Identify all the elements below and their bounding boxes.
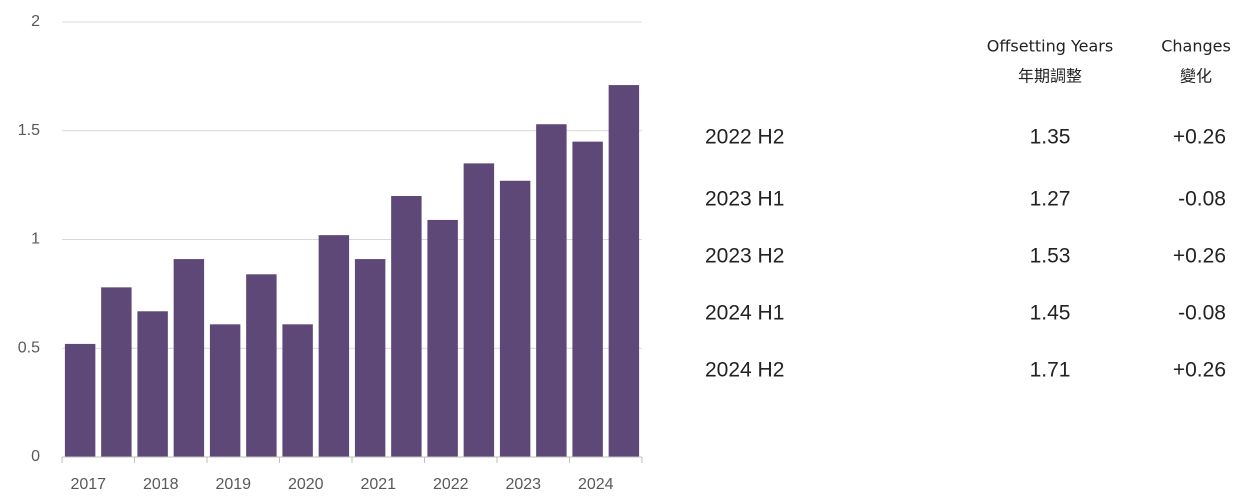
cell-value: 1.71 (1030, 359, 1071, 382)
bar (499, 180, 531, 457)
bar (209, 324, 241, 457)
x-tick-label: 2017 (70, 476, 106, 493)
bar (391, 196, 422, 457)
cell-change: +0.26 (1173, 245, 1226, 268)
cell-value: 1.45 (1030, 302, 1071, 325)
y-tick-label: 0.5 (18, 339, 40, 356)
bar (427, 219, 458, 457)
column-header-zh: 年期調整 (1018, 67, 1082, 86)
bar (463, 163, 495, 457)
row-label: 2022 H2 (705, 126, 784, 149)
bar (318, 235, 350, 457)
x-tick-label: 2021 (360, 476, 396, 493)
y-tick-label: 0 (31, 448, 40, 465)
cell-value: 1.35 (1030, 126, 1071, 149)
bar (101, 287, 132, 457)
x-tick-label: 2020 (288, 476, 324, 493)
bar (572, 141, 603, 457)
bar (608, 85, 640, 457)
bar (64, 343, 96, 457)
y-tick-label: 1 (31, 231, 40, 248)
x-tick-label: 2022 (433, 476, 469, 493)
bar (536, 124, 567, 457)
cell-change: +0.26 (1173, 359, 1226, 382)
cell-change: -0.08 (1178, 302, 1226, 325)
y-tick-label: 1.5 (18, 122, 40, 139)
bar (354, 259, 386, 457)
row-label: 2024 H1 (705, 302, 784, 325)
x-tick-label: 2019 (215, 476, 251, 493)
x-tick-label: 2018 (143, 476, 179, 493)
row-label: 2023 H2 (705, 245, 784, 268)
bar (137, 311, 168, 457)
column-header: Changes (1161, 37, 1231, 56)
column-header: Offsetting Years (987, 37, 1113, 56)
column-header-zh: 變化 (1180, 67, 1212, 86)
x-tick-label: 2023 (505, 476, 541, 493)
row-label: 2024 H2 (705, 359, 784, 382)
cell-value: 1.27 (1030, 188, 1071, 211)
bar (173, 259, 205, 457)
row-label: 2023 H1 (705, 188, 784, 211)
bar (282, 324, 313, 457)
bar (246, 274, 277, 457)
cell-change: -0.08 (1178, 188, 1226, 211)
x-tick-label: 2024 (578, 476, 614, 493)
cell-value: 1.53 (1030, 245, 1071, 268)
cell-change: +0.26 (1173, 126, 1226, 149)
y-tick-label: 2 (31, 13, 40, 30)
